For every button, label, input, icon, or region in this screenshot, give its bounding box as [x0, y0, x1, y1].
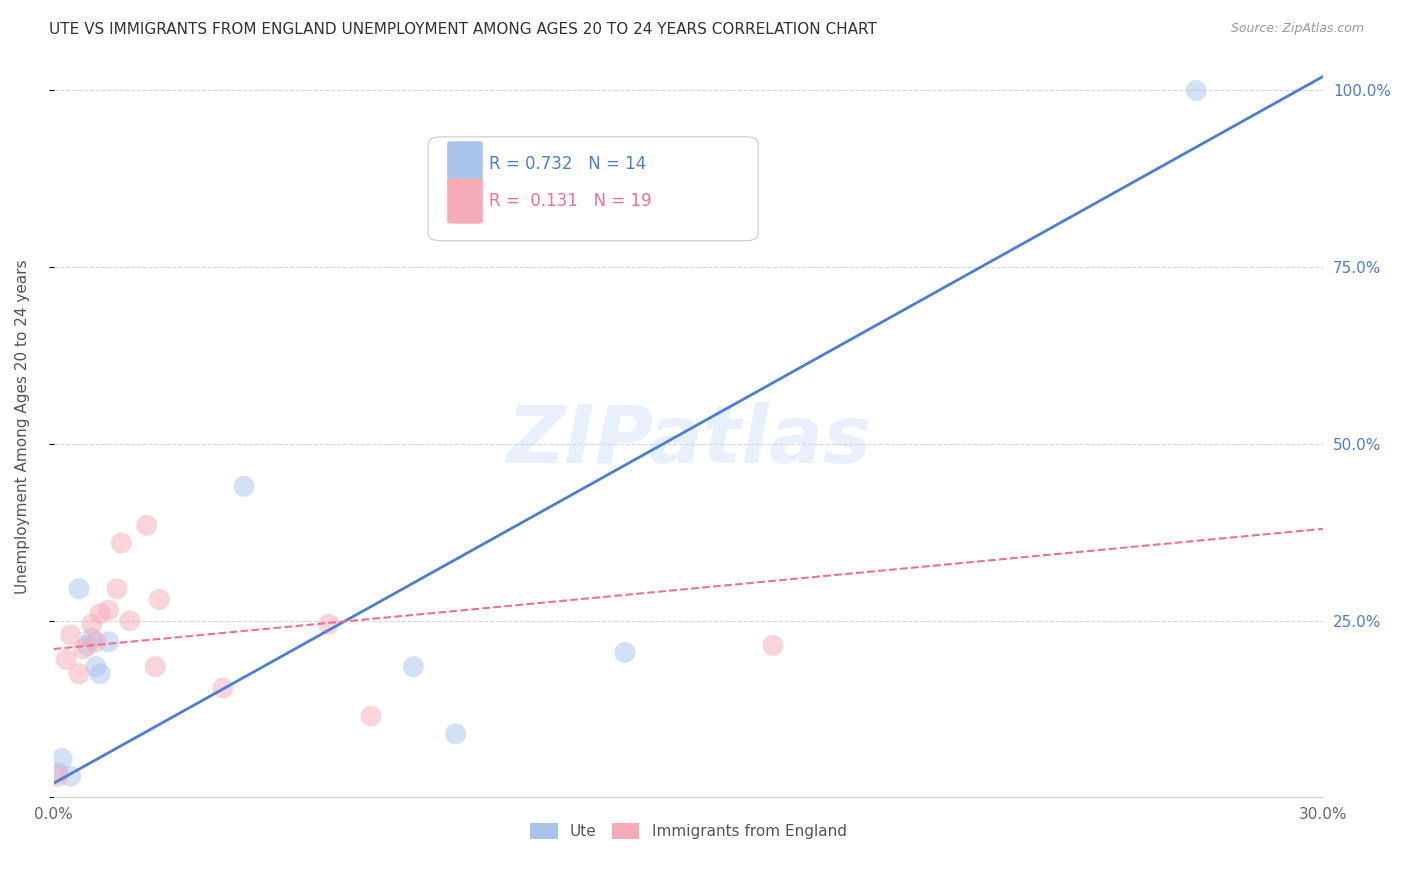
- Point: [148, 592, 170, 607]
- Point: [51, 751, 73, 765]
- Text: Source: ZipAtlas.com: Source: ZipAtlas.com: [1230, 22, 1364, 36]
- Point: [89, 607, 111, 621]
- Point: [135, 518, 157, 533]
- FancyBboxPatch shape: [447, 141, 482, 186]
- Point: [67, 666, 90, 681]
- Point: [97, 635, 120, 649]
- Point: [762, 639, 785, 653]
- Point: [318, 617, 340, 632]
- Point: [59, 769, 82, 783]
- Point: [84, 635, 107, 649]
- Point: [212, 681, 235, 695]
- Point: [46, 769, 69, 783]
- Point: [105, 582, 128, 596]
- Y-axis label: Unemployment Among Ages 20 to 24 years: Unemployment Among Ages 20 to 24 years: [15, 259, 30, 593]
- Point: [59, 628, 82, 642]
- Point: [55, 652, 77, 666]
- Text: R =  0.131   N = 19: R = 0.131 N = 19: [489, 193, 652, 211]
- Text: UTE VS IMMIGRANTS FROM ENGLAND UNEMPLOYMENT AMONG AGES 20 TO 24 YEARS CORRELATIO: UTE VS IMMIGRANTS FROM ENGLAND UNEMPLOYM…: [49, 22, 877, 37]
- Point: [89, 666, 111, 681]
- Point: [118, 614, 141, 628]
- Point: [1185, 83, 1208, 97]
- Point: [97, 603, 120, 617]
- Point: [72, 642, 94, 657]
- Point: [613, 646, 636, 660]
- Point: [76, 639, 98, 653]
- Point: [67, 582, 90, 596]
- Text: R = 0.732   N = 14: R = 0.732 N = 14: [489, 155, 647, 173]
- Point: [360, 709, 382, 723]
- Point: [84, 659, 107, 673]
- Point: [46, 765, 69, 780]
- Point: [80, 617, 103, 632]
- Point: [80, 632, 103, 646]
- Point: [110, 536, 132, 550]
- FancyBboxPatch shape: [429, 136, 758, 241]
- Point: [233, 479, 256, 493]
- Point: [402, 659, 425, 673]
- Point: [143, 659, 166, 673]
- Text: ZIPatlas: ZIPatlas: [506, 402, 870, 480]
- FancyBboxPatch shape: [447, 178, 482, 224]
- Point: [444, 727, 467, 741]
- Legend: Ute, Immigrants from England: Ute, Immigrants from England: [524, 817, 853, 846]
